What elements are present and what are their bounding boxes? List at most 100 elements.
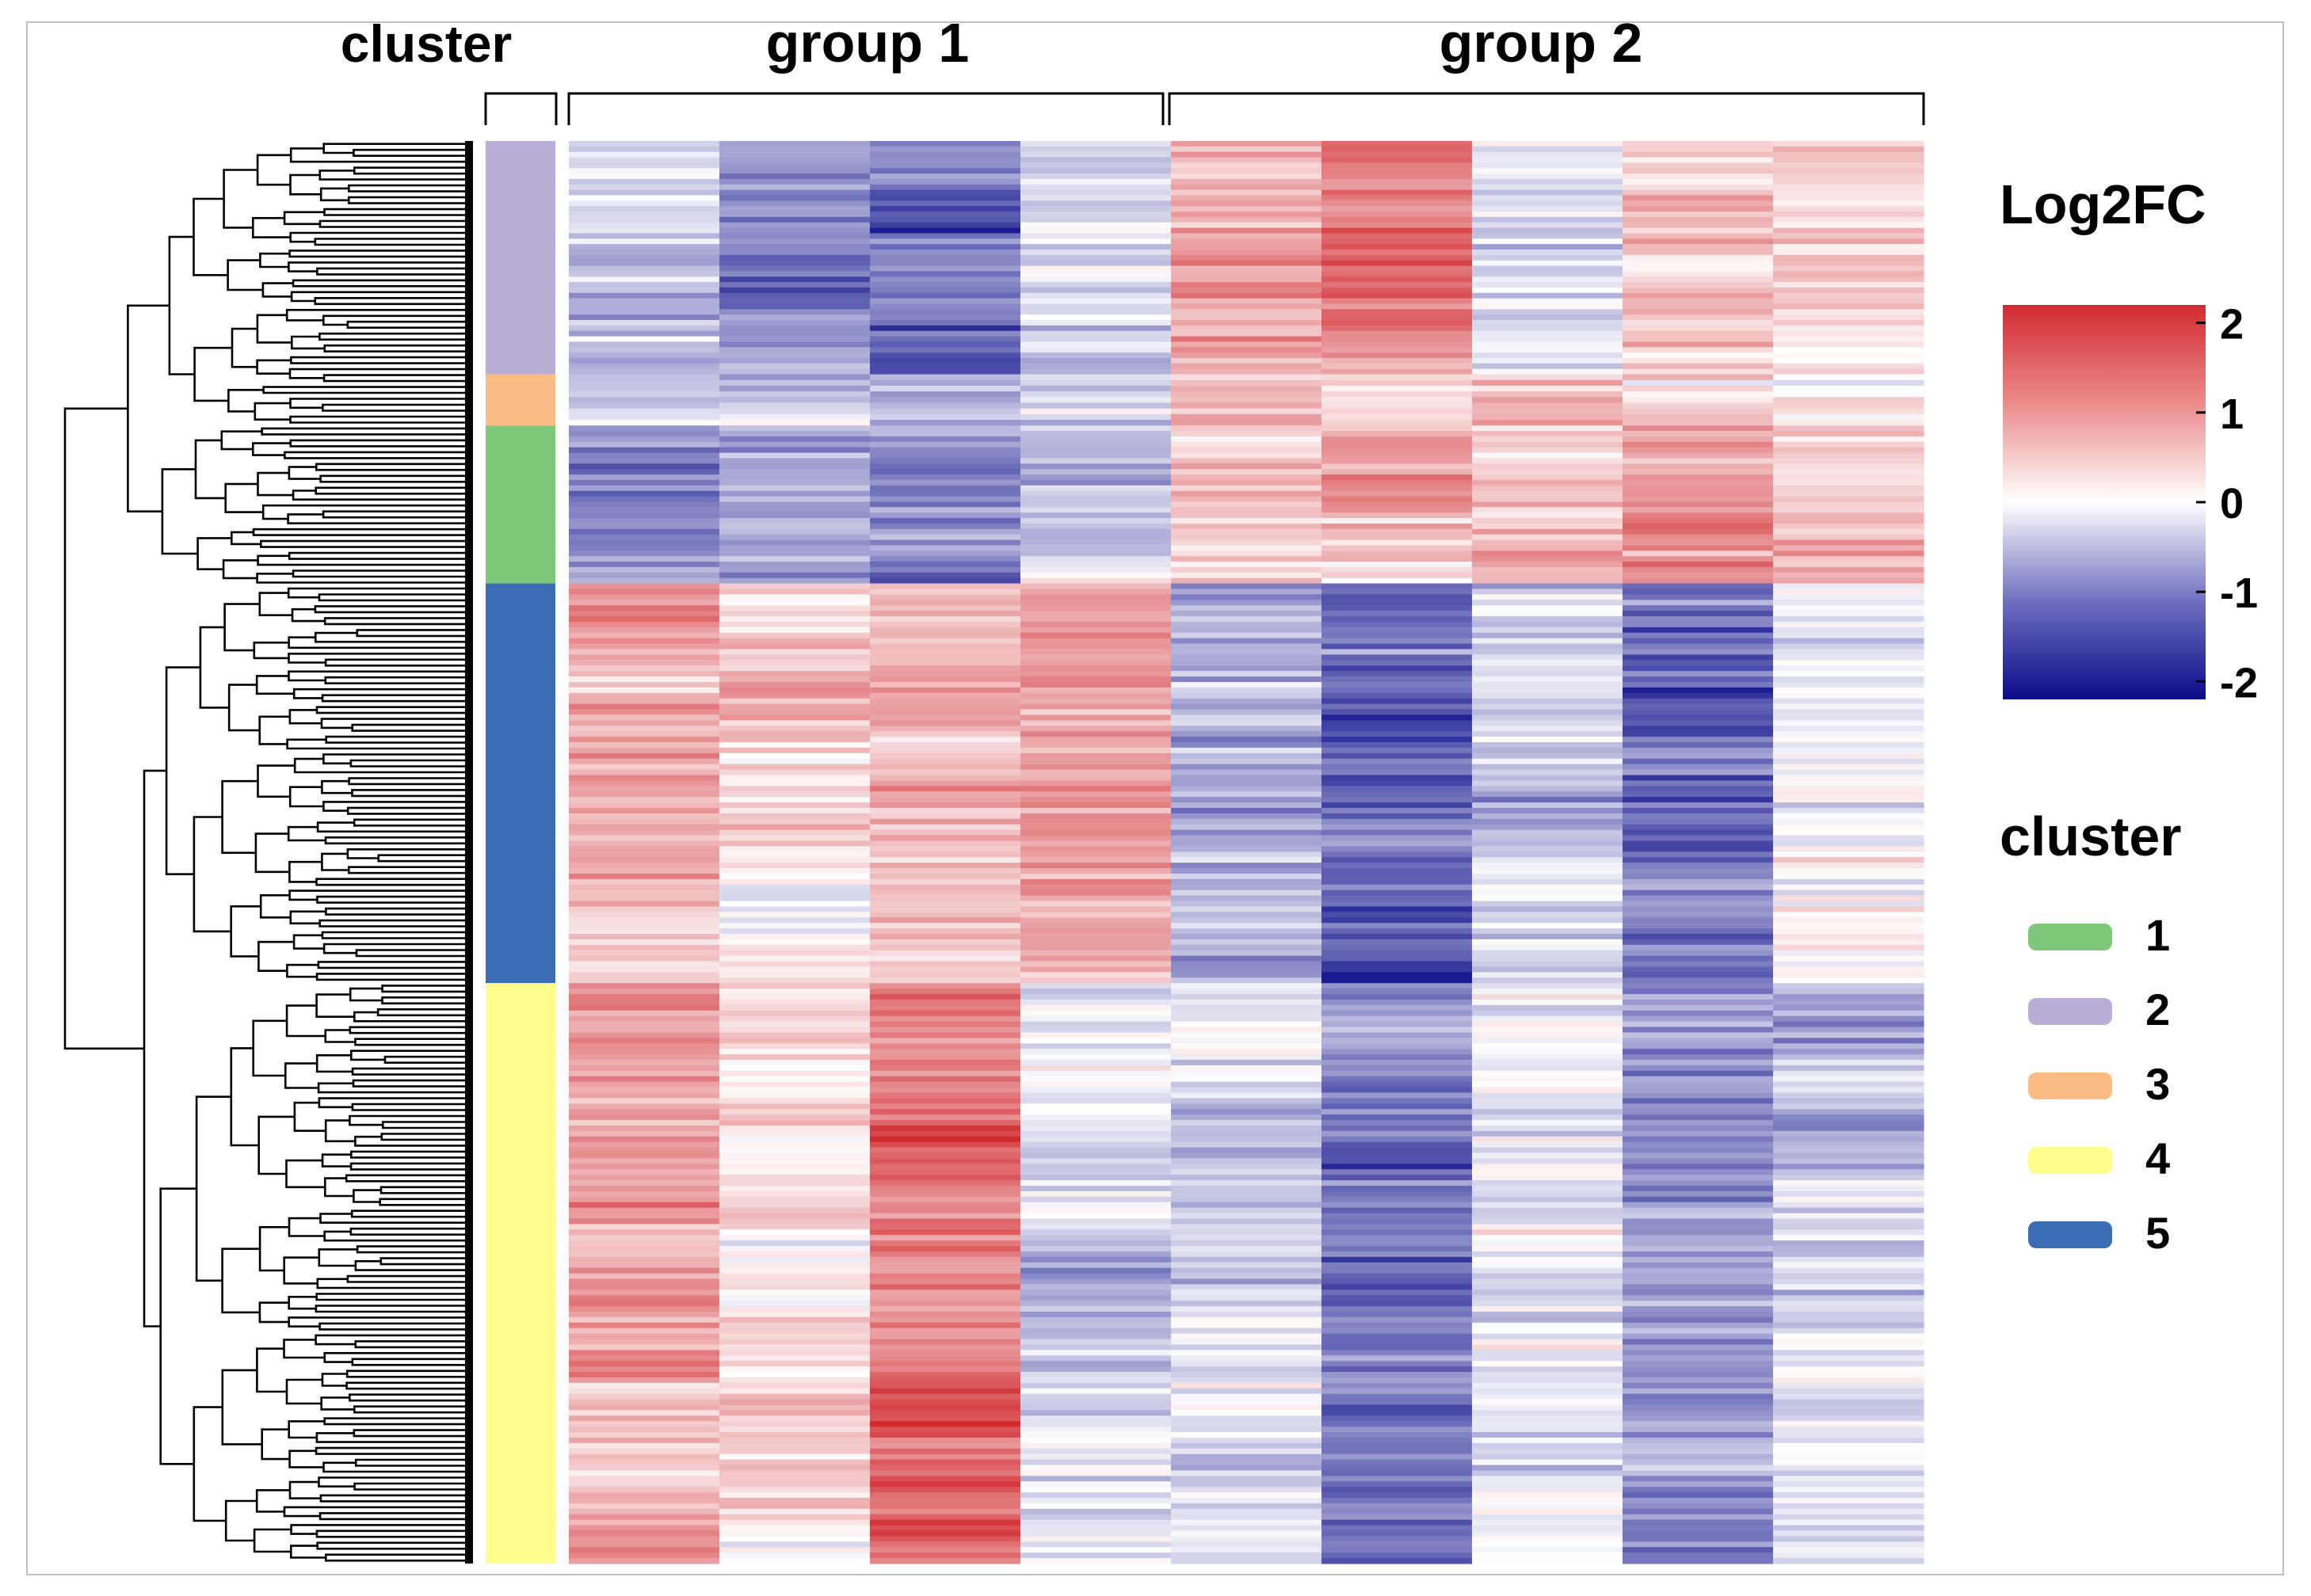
heatmap-cell (719, 972, 871, 978)
heatmap-cell (1171, 1256, 1322, 1263)
heatmap-cell (1020, 1218, 1172, 1225)
heatmap-cell (1472, 878, 1623, 886)
heatmap-cell (1171, 238, 1322, 245)
heatmap-cell (870, 917, 1021, 924)
dendrogram-branch (127, 304, 170, 512)
heatmap-cell (719, 341, 871, 348)
heatmap-cell (870, 379, 1021, 387)
heatmap-cell (1773, 452, 1924, 459)
heatmap-cell (1020, 178, 1172, 185)
heatmap-cell (1773, 298, 1924, 305)
heatmap-cell (1773, 420, 1924, 426)
dendrogram-branch (314, 605, 471, 614)
heatmap-cell (1773, 1481, 1924, 1487)
dendrogram-branch (290, 1545, 326, 1559)
heatmap-cell (1171, 846, 1322, 852)
heatmap-cell (1321, 1164, 1473, 1170)
heatmap-cell (1773, 1032, 1924, 1038)
heatmap-cell (1321, 632, 1473, 639)
heatmap-cell (569, 737, 720, 743)
heatmap-cell (719, 752, 871, 760)
dendrogram-branch (353, 1405, 471, 1414)
heatmap-cell (1171, 835, 1322, 842)
heatmap-cell (1171, 1081, 1322, 1088)
dendrogram-branch (289, 231, 471, 243)
dendrogram-branch (165, 666, 200, 875)
heatmap-cell (1020, 545, 1172, 551)
heatmap-cell (719, 447, 871, 454)
heatmap-cell (1472, 638, 1623, 645)
dendrogram-branch (288, 1480, 321, 1499)
heatmap-cell (719, 901, 871, 908)
heatmap-cell (719, 1366, 871, 1373)
heatmap-cell (1020, 1147, 1172, 1154)
heatmap-cell (569, 643, 720, 650)
heatmap-cell (1171, 469, 1322, 475)
heatmap-cell (1321, 352, 1473, 359)
heatmap-cell (1171, 994, 1322, 1000)
heatmap-cell (1773, 385, 1924, 392)
heatmap-cell (719, 363, 871, 370)
heatmap-cell (1171, 330, 1322, 337)
heatmap-cell (1020, 287, 1172, 294)
heatmap-cell (1020, 151, 1172, 158)
heatmap-cell (719, 1224, 871, 1230)
heatmap-cell (569, 1465, 720, 1472)
heatmap-cell (569, 1087, 720, 1094)
heatmap-cell (719, 1470, 871, 1476)
heatmap-cell (1472, 928, 1623, 935)
heatmap-cell (569, 857, 720, 863)
heatmap-cell (870, 1333, 1021, 1340)
heatmap-cell (569, 895, 720, 902)
heatmap-cell (870, 1492, 1021, 1499)
heatmap-cell (1773, 413, 1924, 421)
heatmap-cell (1171, 939, 1322, 946)
heatmap-cell (1623, 1224, 1774, 1230)
heatmap-cell (1623, 1284, 1774, 1290)
heatmap-cell (1623, 1541, 1774, 1548)
heatmap-cell (1773, 276, 1924, 283)
heatmap-cell (1623, 1164, 1774, 1170)
heatmap-cell (870, 1350, 1021, 1356)
dendrogram-branch (290, 291, 471, 303)
heatmap-cell (1472, 1382, 1623, 1389)
heatmap-cell (719, 1141, 871, 1148)
heatmap-cell (1773, 944, 1924, 951)
heatmap-cell (569, 1015, 720, 1023)
dendrogram-branch (321, 694, 471, 703)
heatmap-cell (1171, 1164, 1322, 1170)
heatmap-cell (719, 1213, 871, 1220)
heatmap-cell (1171, 200, 1322, 207)
heatmap-cell (1020, 1519, 1172, 1526)
heatmap-cell (719, 594, 871, 600)
dendrogram-branch (348, 777, 471, 786)
heatmap-cell (719, 1295, 871, 1301)
heatmap-cell (1472, 474, 1623, 481)
heatmap-cell (1472, 1361, 1623, 1367)
heatmap-cell (1171, 594, 1322, 600)
heatmap-cell (1623, 374, 1774, 381)
heatmap-cell (719, 374, 871, 381)
heatmap-cell (870, 572, 1021, 579)
heatmap-cell (1623, 249, 1774, 256)
heatmap-cell (1321, 950, 1473, 957)
heatmap-cell (1171, 851, 1322, 858)
heatmap-cell (569, 621, 720, 628)
heatmap-cell (719, 496, 871, 503)
heatmap-cell (1472, 1081, 1623, 1088)
heatmap-cell (1623, 1388, 1774, 1395)
heatmap-cell (569, 1355, 720, 1362)
heatmap-cell (1020, 692, 1172, 699)
heatmap-cell (1321, 1015, 1473, 1023)
heatmap-cell (870, 972, 1021, 978)
heatmap-cell (569, 303, 720, 310)
heatmap-cell (1020, 1508, 1172, 1515)
heatmap-cell (1773, 873, 1924, 880)
heatmap-cell (719, 775, 871, 782)
heatmap-cell (1020, 1558, 1172, 1564)
heatmap-cell (719, 1388, 871, 1395)
heatmap-cell (1020, 534, 1172, 541)
heatmap-cell (1773, 1180, 1924, 1187)
dendrogram-branch (353, 818, 471, 827)
heatmap-cell (1623, 1065, 1774, 1072)
